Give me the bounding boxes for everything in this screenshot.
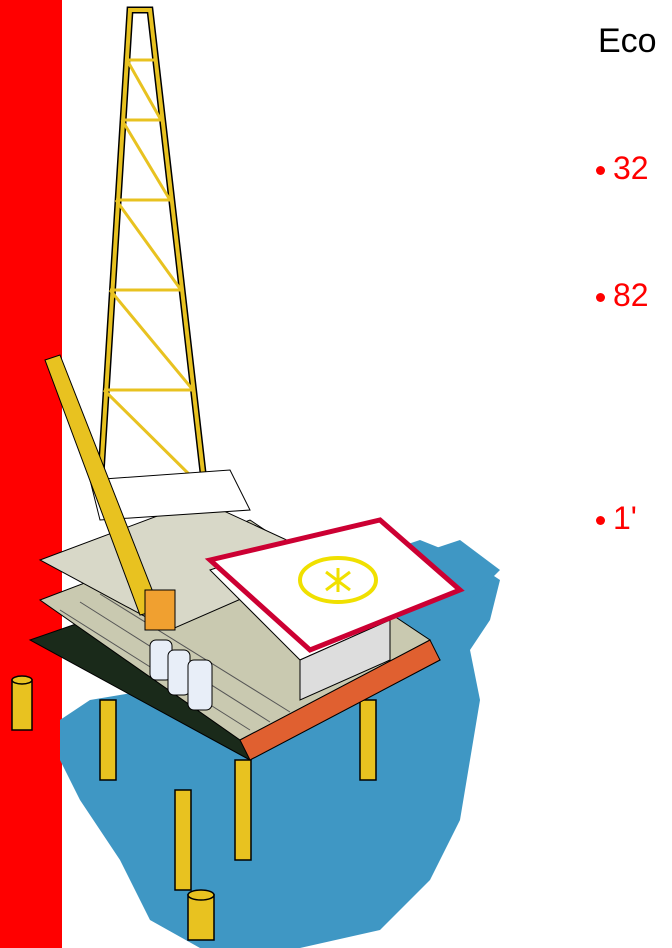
- bullet-item: 1': [596, 500, 637, 537]
- bullet-dot: [596, 516, 605, 526]
- accent-bar: [0, 0, 62, 948]
- oil-rig-illustration: [11, 6, 500, 948]
- bullet-text: 1': [613, 500, 637, 536]
- bullet-item: 32: [596, 150, 649, 187]
- bullet-dot: [596, 293, 605, 303]
- bullet-item: 82: [596, 277, 649, 314]
- bullet-text: 32: [613, 150, 649, 186]
- slide-title: Eco: [598, 22, 657, 60]
- bullet-dot: [596, 166, 605, 176]
- bullet-text: 82: [613, 277, 649, 313]
